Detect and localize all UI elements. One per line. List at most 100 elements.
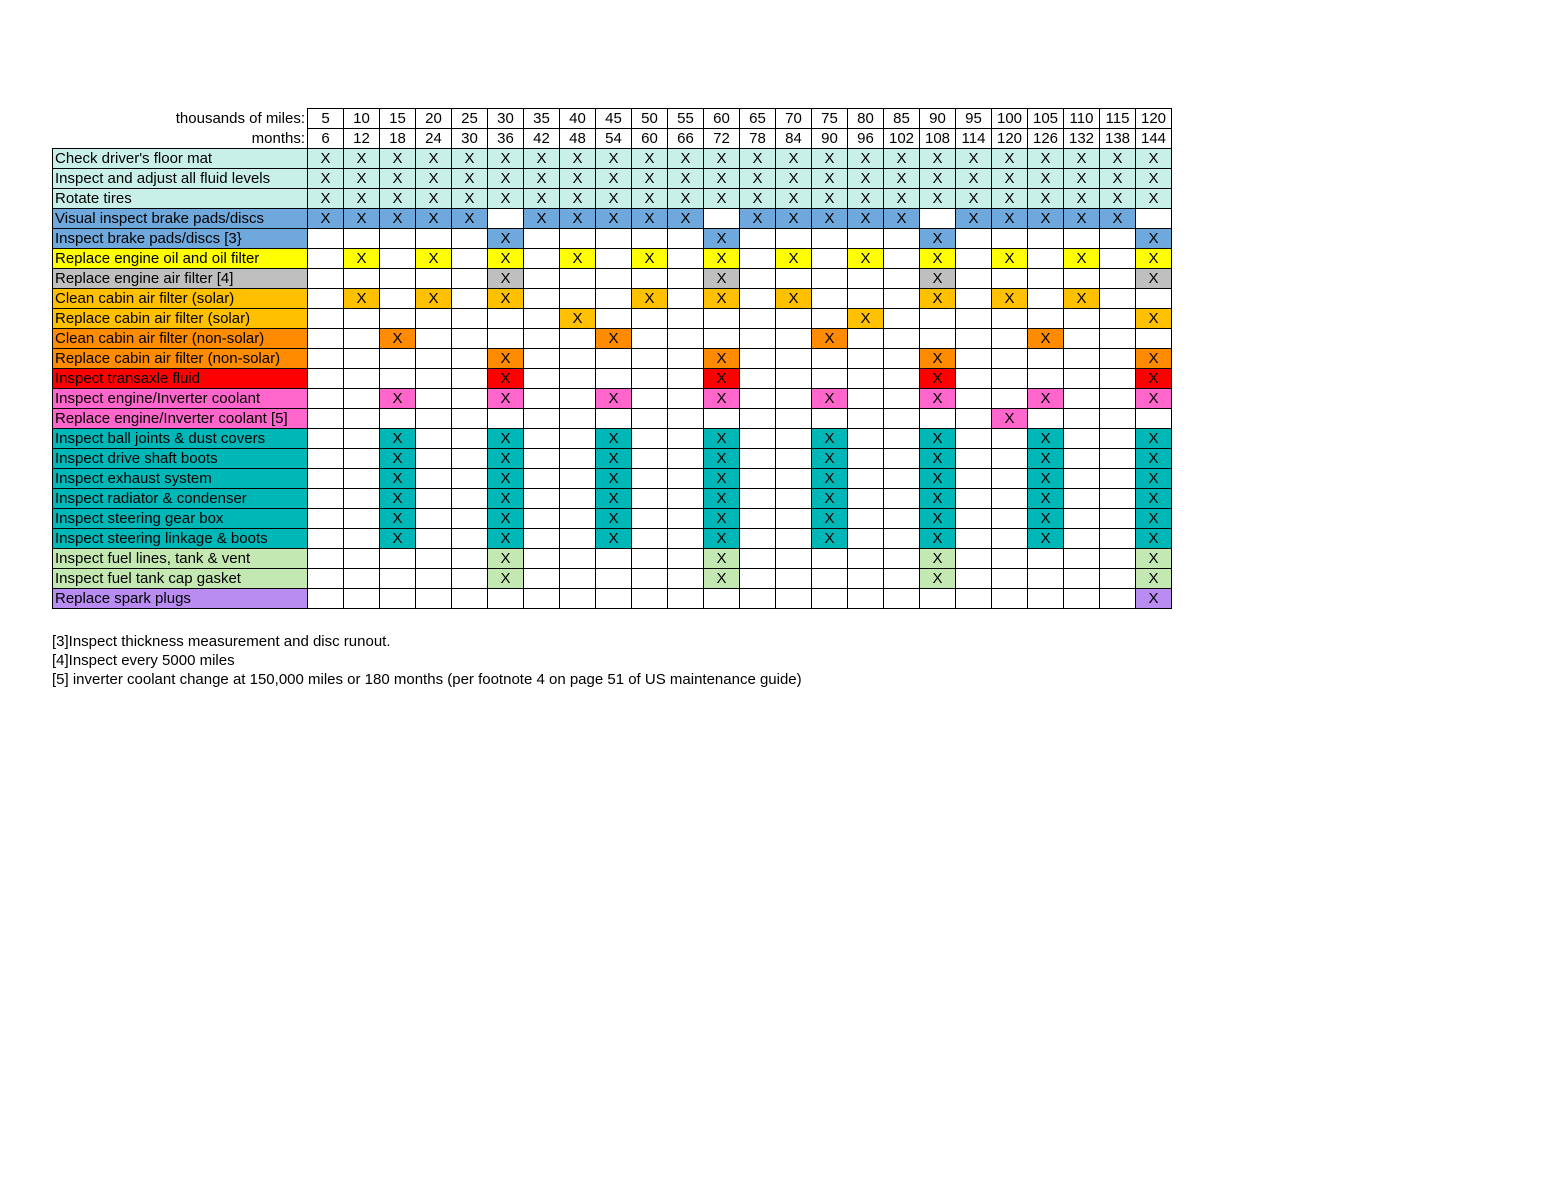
cell-21-15 — [848, 569, 884, 589]
table-row: Inspect engine/Inverter coolantXXXXXXXX — [53, 389, 1172, 409]
cell-0-5: X — [488, 149, 524, 169]
cell-21-20 — [1028, 569, 1064, 589]
table-row: Inspect transaxle fluidXXXX — [53, 369, 1172, 389]
header-months-13: 84 — [776, 129, 812, 149]
cell-9-21 — [1064, 329, 1100, 349]
cell-18-8: X — [596, 509, 632, 529]
cell-16-0 — [308, 469, 344, 489]
cell-22-19 — [992, 589, 1028, 609]
header-months-11: 72 — [704, 129, 740, 149]
cell-20-5: X — [488, 549, 524, 569]
cell-8-7: X — [560, 309, 596, 329]
cell-1-9: X — [632, 169, 668, 189]
cell-22-1 — [344, 589, 380, 609]
cell-7-5: X — [488, 289, 524, 309]
cell-0-18: X — [956, 149, 992, 169]
cell-15-4 — [452, 449, 488, 469]
cell-0-6: X — [524, 149, 560, 169]
cell-7-0 — [308, 289, 344, 309]
header-months-4: 30 — [452, 129, 488, 149]
cell-3-23 — [1136, 209, 1172, 229]
cell-2-19: X — [992, 189, 1028, 209]
cell-6-16 — [884, 269, 920, 289]
cell-19-6 — [524, 529, 560, 549]
cell-6-2 — [380, 269, 416, 289]
cell-14-13 — [776, 429, 812, 449]
cell-5-14 — [812, 249, 848, 269]
cell-6-7 — [560, 269, 596, 289]
cell-18-12 — [740, 509, 776, 529]
header-months-10: 66 — [668, 129, 704, 149]
cell-17-21 — [1064, 489, 1100, 509]
header-months-17: 108 — [920, 129, 956, 149]
cell-0-19: X — [992, 149, 1028, 169]
cell-5-2 — [380, 249, 416, 269]
cell-12-19 — [992, 389, 1028, 409]
cell-17-8: X — [596, 489, 632, 509]
cell-5-22 — [1100, 249, 1136, 269]
cell-11-14 — [812, 369, 848, 389]
cell-14-19 — [992, 429, 1028, 449]
cell-7-12 — [740, 289, 776, 309]
cell-11-23: X — [1136, 369, 1172, 389]
cell-0-0: X — [308, 149, 344, 169]
cell-13-4 — [452, 409, 488, 429]
cell-20-1 — [344, 549, 380, 569]
cell-10-13 — [776, 349, 812, 369]
cell-18-3 — [416, 509, 452, 529]
cell-13-2 — [380, 409, 416, 429]
cell-12-18 — [956, 389, 992, 409]
header-months-1: 12 — [344, 129, 380, 149]
cell-13-14 — [812, 409, 848, 429]
cell-15-6 — [524, 449, 560, 469]
cell-4-16 — [884, 229, 920, 249]
cell-0-10: X — [668, 149, 704, 169]
cell-8-18 — [956, 309, 992, 329]
cell-11-3 — [416, 369, 452, 389]
cell-14-0 — [308, 429, 344, 449]
footnote: [4]Inspect every 5000 miles — [52, 652, 1500, 671]
cell-5-10 — [668, 249, 704, 269]
cell-3-7: X — [560, 209, 596, 229]
cell-8-10 — [668, 309, 704, 329]
cell-6-23: X — [1136, 269, 1172, 289]
cell-6-15 — [848, 269, 884, 289]
cell-16-14: X — [812, 469, 848, 489]
cell-14-16 — [884, 429, 920, 449]
cell-11-6 — [524, 369, 560, 389]
cell-7-13: X — [776, 289, 812, 309]
cell-10-19 — [992, 349, 1028, 369]
header-miles-23: 120 — [1136, 109, 1172, 129]
cell-18-13 — [776, 509, 812, 529]
cell-0-4: X — [452, 149, 488, 169]
cell-19-9 — [632, 529, 668, 549]
cell-14-8: X — [596, 429, 632, 449]
cell-14-23: X — [1136, 429, 1172, 449]
cell-3-11 — [704, 209, 740, 229]
cell-3-10: X — [668, 209, 704, 229]
cell-9-20: X — [1028, 329, 1064, 349]
cell-6-9 — [632, 269, 668, 289]
cell-22-18 — [956, 589, 992, 609]
cell-2-8: X — [596, 189, 632, 209]
cell-10-23: X — [1136, 349, 1172, 369]
cell-14-2: X — [380, 429, 416, 449]
cell-19-14: X — [812, 529, 848, 549]
cell-3-15: X — [848, 209, 884, 229]
cell-9-17 — [920, 329, 956, 349]
cell-4-9 — [632, 229, 668, 249]
cell-8-3 — [416, 309, 452, 329]
cell-1-4: X — [452, 169, 488, 189]
cell-6-3 — [416, 269, 452, 289]
cell-4-8 — [596, 229, 632, 249]
cell-9-18 — [956, 329, 992, 349]
cell-22-13 — [776, 589, 812, 609]
cell-15-5: X — [488, 449, 524, 469]
cell-16-6 — [524, 469, 560, 489]
cell-22-15 — [848, 589, 884, 609]
cell-9-14: X — [812, 329, 848, 349]
header-months-23: 144 — [1136, 129, 1172, 149]
cell-3-16: X — [884, 209, 920, 229]
cell-17-11: X — [704, 489, 740, 509]
cell-0-7: X — [560, 149, 596, 169]
